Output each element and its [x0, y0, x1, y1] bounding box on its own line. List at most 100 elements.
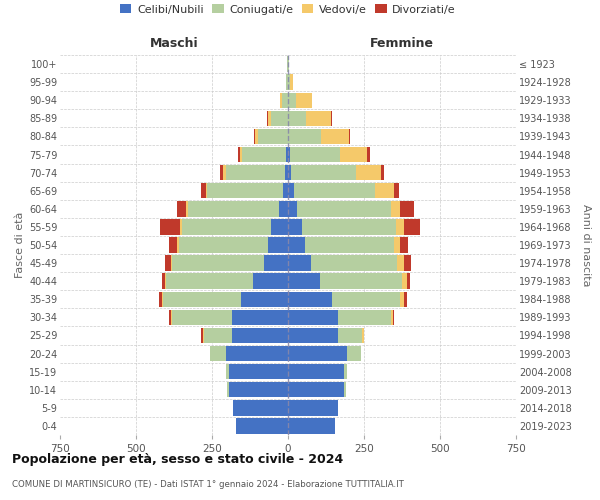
Bar	[288, 110, 306, 126]
Bar	[338, 328, 362, 343]
Bar	[338, 310, 391, 325]
Bar	[202, 183, 206, 198]
Legend: Celibi/Nubili, Coniugati/e, Vedovi/e, Divorziati/e: Celibi/Nubili, Coniugati/e, Vedovi/e, Di…	[116, 0, 460, 19]
Bar	[306, 110, 331, 126]
Bar	[206, 183, 208, 198]
Bar	[288, 183, 294, 198]
Bar	[233, 400, 288, 415]
Bar	[362, 328, 364, 343]
Bar	[226, 165, 285, 180]
Bar	[160, 219, 180, 234]
Bar	[396, 219, 404, 234]
Bar	[344, 364, 347, 380]
Bar	[257, 128, 288, 144]
Bar	[288, 74, 290, 90]
Bar	[288, 92, 296, 108]
Bar	[271, 219, 288, 234]
Bar	[331, 110, 332, 126]
Bar	[182, 219, 271, 234]
Bar	[407, 274, 410, 289]
Bar	[288, 382, 344, 398]
Bar	[287, 56, 288, 72]
Bar	[229, 364, 288, 380]
Bar	[271, 110, 288, 126]
Bar	[188, 201, 279, 216]
Bar	[177, 238, 179, 252]
Bar	[381, 165, 384, 180]
Bar	[393, 310, 394, 325]
Text: Femmine: Femmine	[370, 36, 434, 50]
Bar	[210, 346, 211, 362]
Bar	[255, 128, 257, 144]
Bar	[288, 201, 297, 216]
Bar	[394, 238, 400, 252]
Bar	[283, 183, 288, 198]
Bar	[165, 256, 171, 271]
Bar	[223, 165, 226, 180]
Bar	[374, 183, 394, 198]
Bar	[404, 219, 420, 234]
Bar	[171, 256, 172, 271]
Bar	[391, 310, 393, 325]
Bar	[288, 346, 347, 362]
Bar	[296, 92, 313, 108]
Bar	[202, 328, 203, 343]
Bar	[286, 74, 288, 90]
Bar	[311, 256, 397, 271]
Bar	[302, 219, 396, 234]
Bar	[400, 292, 404, 307]
Text: Popolazione per età, sesso e stato civile - 2024: Popolazione per età, sesso e stato civil…	[12, 452, 343, 466]
Bar	[288, 165, 291, 180]
Bar	[288, 56, 289, 72]
Bar	[241, 292, 288, 307]
Bar	[349, 128, 350, 144]
Bar	[165, 274, 166, 289]
Bar	[162, 292, 163, 307]
Bar	[340, 147, 367, 162]
Bar	[162, 274, 165, 289]
Bar	[290, 74, 293, 90]
Bar	[290, 147, 340, 162]
Bar	[397, 256, 404, 271]
Bar	[288, 274, 320, 289]
Bar	[169, 310, 171, 325]
Bar	[227, 382, 229, 398]
Bar	[402, 274, 407, 289]
Bar	[220, 165, 223, 180]
Bar	[232, 328, 288, 343]
Bar	[226, 364, 229, 380]
Bar	[279, 201, 288, 216]
Bar	[159, 292, 162, 307]
Text: Maschi: Maschi	[149, 36, 199, 50]
Bar	[163, 292, 241, 307]
Bar	[394, 183, 399, 198]
Bar	[288, 256, 311, 271]
Bar	[332, 292, 400, 307]
Bar	[211, 346, 226, 362]
Bar	[291, 165, 356, 180]
Bar	[232, 310, 288, 325]
Bar	[186, 201, 188, 216]
Bar	[180, 219, 182, 234]
Y-axis label: Anni di nascita: Anni di nascita	[581, 204, 591, 286]
Bar	[171, 310, 172, 325]
Bar	[404, 292, 407, 307]
Bar	[288, 328, 338, 343]
Bar	[268, 238, 288, 252]
Bar	[229, 382, 288, 398]
Bar	[254, 128, 255, 144]
Bar	[322, 128, 349, 144]
Bar	[404, 256, 411, 271]
Bar	[205, 328, 232, 343]
Bar	[297, 201, 391, 216]
Bar	[286, 147, 288, 162]
Y-axis label: Fasce di età: Fasce di età	[14, 212, 25, 278]
Bar	[226, 346, 288, 362]
Bar	[288, 400, 338, 415]
Bar	[179, 238, 268, 252]
Bar	[238, 147, 240, 162]
Bar	[267, 110, 268, 126]
Bar	[367, 147, 370, 162]
Bar	[288, 147, 290, 162]
Bar	[172, 310, 232, 325]
